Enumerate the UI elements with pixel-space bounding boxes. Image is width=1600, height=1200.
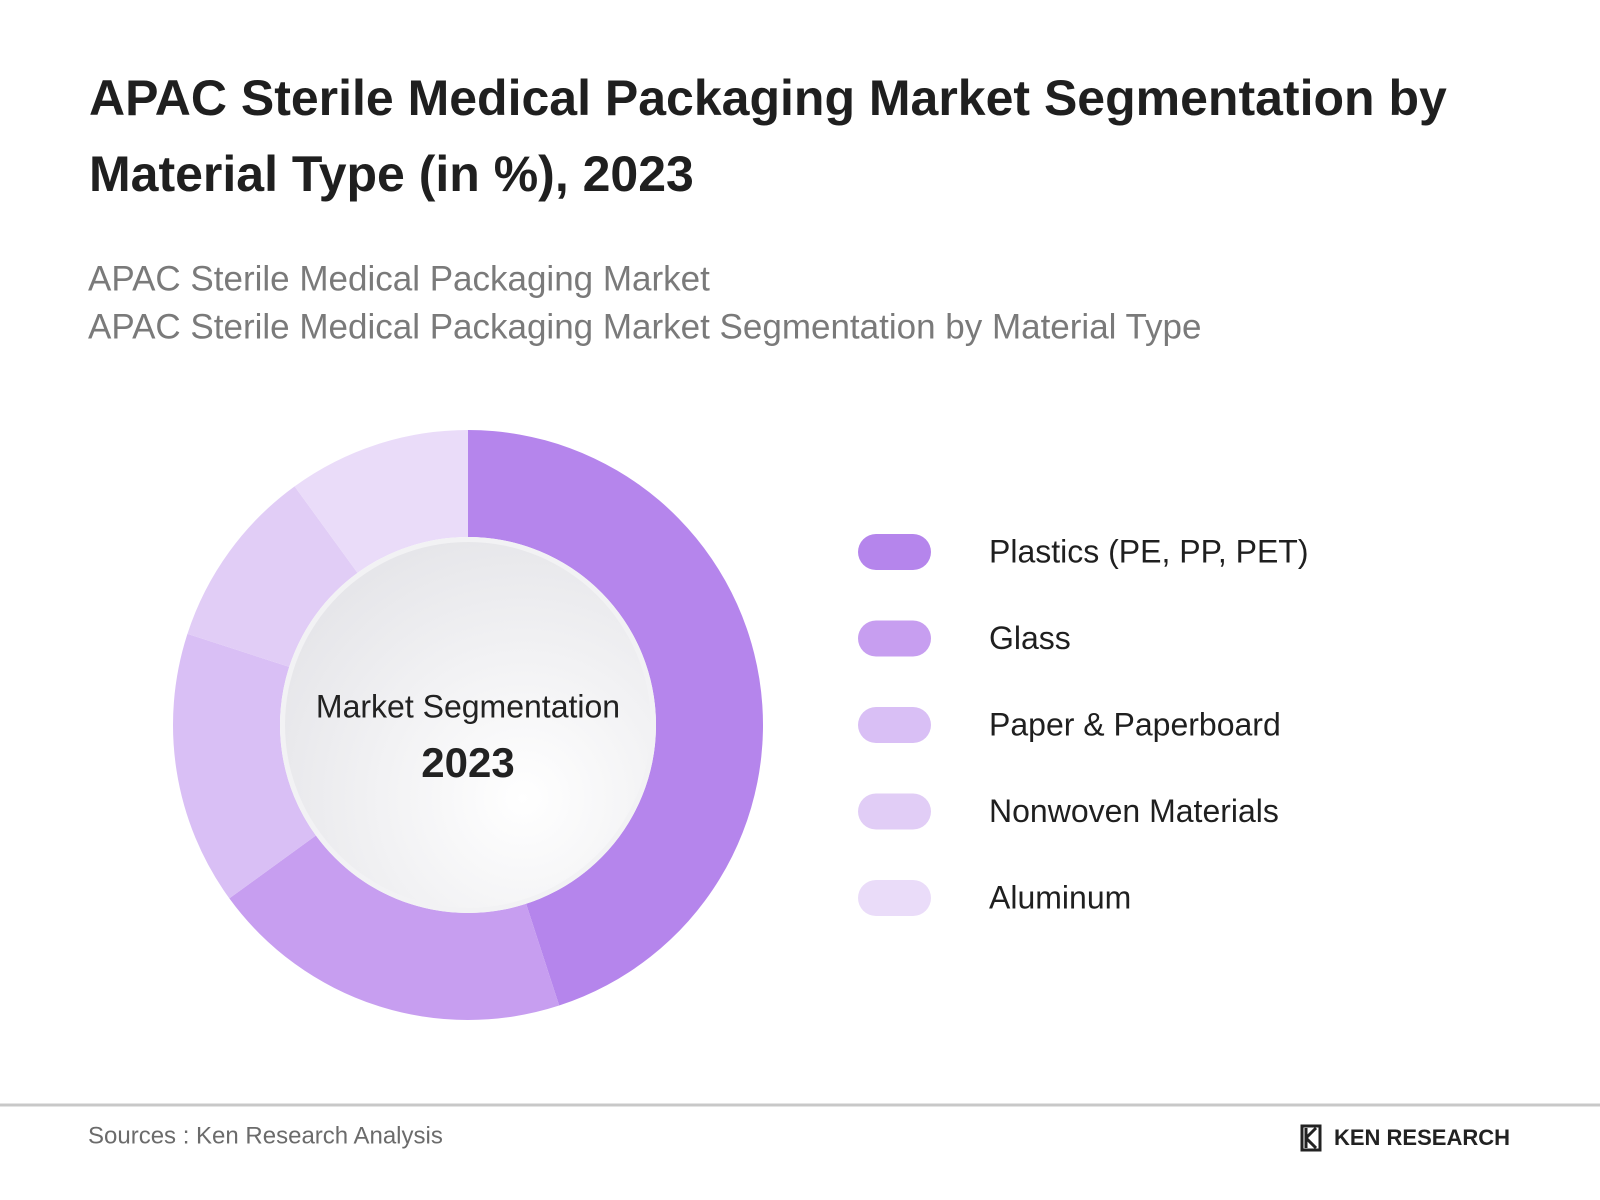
center-label: Market Segmentation bbox=[316, 688, 620, 724]
title-line: Material Type (in %), 2023 bbox=[89, 146, 694, 202]
legend-swatch bbox=[858, 534, 931, 570]
subtitle-line: APAC Sterile Medical Packaging Market Se… bbox=[88, 307, 1201, 346]
donut-slice bbox=[187, 486, 358, 667]
legend-label: Plastics (PE, PP, PET) bbox=[989, 533, 1309, 569]
legend-swatch bbox=[858, 620, 931, 657]
donut-slice bbox=[468, 430, 763, 1006]
title-line: APAC Sterile Medical Packaging Market Se… bbox=[89, 70, 1447, 126]
legend-swatch bbox=[858, 707, 931, 743]
legend-swatch bbox=[858, 793, 931, 830]
center-year: 2023 bbox=[421, 739, 514, 786]
logo-icon bbox=[1304, 1126, 1318, 1150]
legend-label: Nonwoven Materials bbox=[989, 793, 1279, 829]
logo: KEN RESEARCH bbox=[1300, 1124, 1510, 1152]
legend-label: Paper & Paperboard bbox=[989, 706, 1281, 742]
logo-icon bbox=[1300, 1124, 1322, 1152]
donut-slice bbox=[229, 835, 560, 1020]
subtitle-line: APAC Sterile Medical Packaging Market bbox=[88, 259, 710, 298]
donut-hole bbox=[285, 542, 651, 908]
source: Sources : Ken Research Analysis bbox=[88, 1122, 443, 1149]
donut-slice bbox=[294, 430, 468, 573]
legend-label: Glass bbox=[989, 620, 1071, 656]
legend-swatch bbox=[858, 880, 931, 916]
legend: Plastics (PE, PP, PET) Glass Paper & Paper… bbox=[858, 533, 1309, 916]
logo-text: KEN RESEARCH bbox=[1334, 1125, 1510, 1150]
legend-label: Aluminum bbox=[989, 879, 1131, 915]
donut bbox=[173, 430, 763, 1020]
donut-slice bbox=[173, 633, 316, 899]
